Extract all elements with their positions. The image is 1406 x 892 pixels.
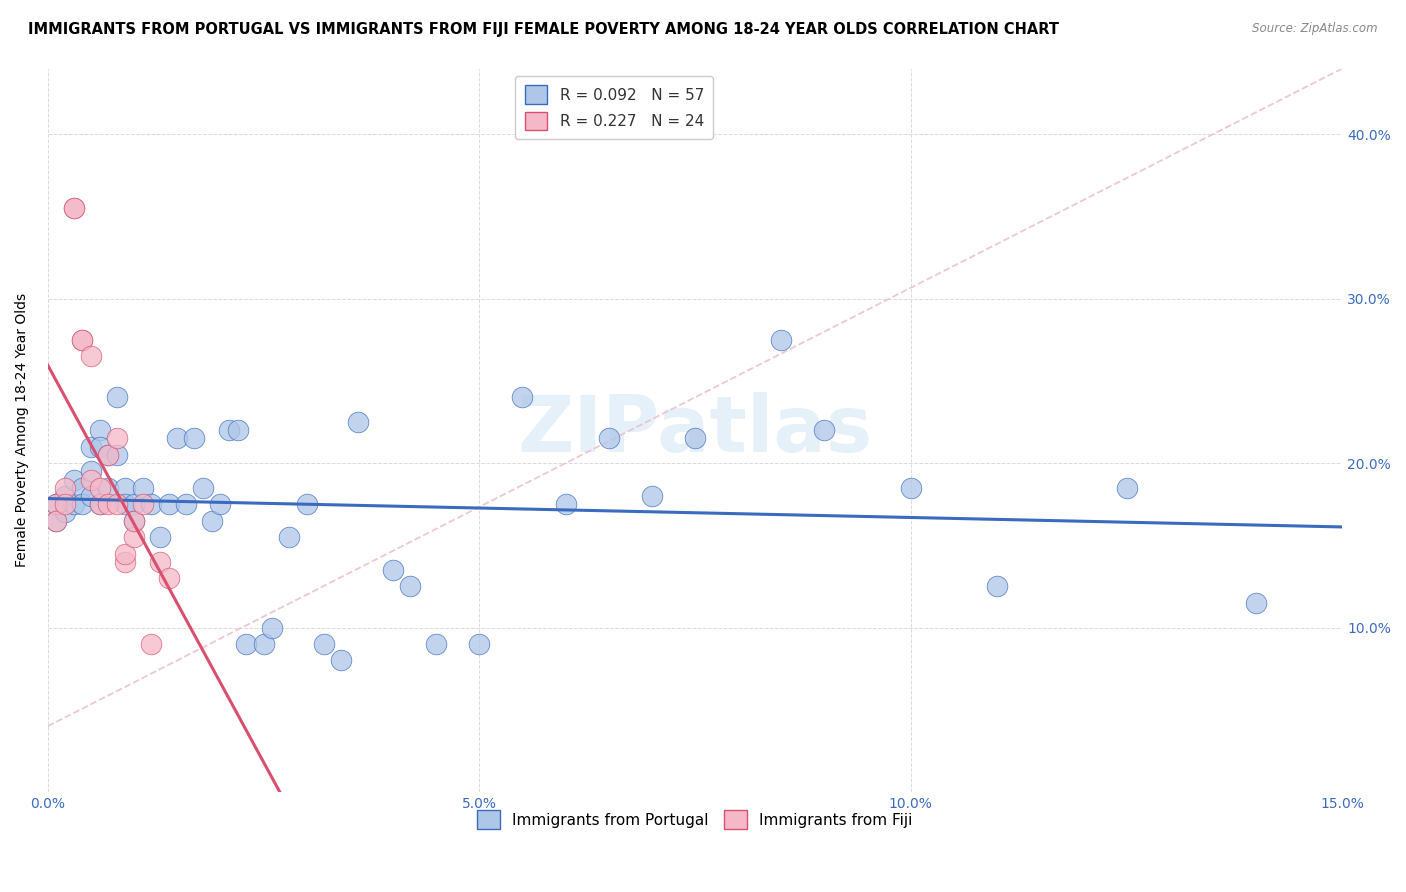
Point bbox=[97, 497, 120, 511]
Point bbox=[89, 440, 111, 454]
Point bbox=[209, 497, 232, 511]
Point bbox=[226, 423, 249, 437]
Point bbox=[770, 333, 793, 347]
Point bbox=[114, 555, 136, 569]
Point bbox=[278, 530, 301, 544]
Point bbox=[330, 653, 353, 667]
Point bbox=[641, 489, 664, 503]
Point bbox=[72, 333, 94, 347]
Point bbox=[468, 637, 491, 651]
Point bbox=[131, 497, 153, 511]
Y-axis label: Female Poverty Among 18-24 Year Olds: Female Poverty Among 18-24 Year Olds bbox=[15, 293, 30, 567]
Point bbox=[114, 497, 136, 511]
Point bbox=[105, 497, 128, 511]
Point bbox=[45, 497, 67, 511]
Text: Source: ZipAtlas.com: Source: ZipAtlas.com bbox=[1253, 22, 1378, 36]
Point bbox=[80, 473, 103, 487]
Point bbox=[183, 432, 205, 446]
Point bbox=[97, 481, 120, 495]
Point bbox=[813, 423, 835, 437]
Point bbox=[218, 423, 240, 437]
Point bbox=[53, 505, 76, 519]
Point bbox=[114, 481, 136, 495]
Point bbox=[89, 481, 111, 495]
Point bbox=[97, 448, 120, 462]
Point bbox=[295, 497, 318, 511]
Text: ZIPatlas: ZIPatlas bbox=[517, 392, 873, 468]
Point bbox=[89, 423, 111, 437]
Point bbox=[683, 432, 706, 446]
Point bbox=[141, 637, 163, 651]
Point bbox=[425, 637, 447, 651]
Point bbox=[72, 481, 94, 495]
Point bbox=[45, 514, 67, 528]
Point bbox=[62, 201, 84, 215]
Point bbox=[252, 637, 274, 651]
Point bbox=[53, 481, 76, 495]
Point bbox=[598, 432, 620, 446]
Point bbox=[45, 497, 67, 511]
Point bbox=[80, 464, 103, 478]
Point bbox=[80, 440, 103, 454]
Point bbox=[62, 201, 84, 215]
Point bbox=[122, 497, 145, 511]
Point bbox=[900, 481, 922, 495]
Point bbox=[149, 555, 172, 569]
Point bbox=[131, 481, 153, 495]
Point bbox=[512, 390, 534, 404]
Point bbox=[53, 489, 76, 503]
Point bbox=[1115, 481, 1137, 495]
Point bbox=[72, 333, 94, 347]
Point bbox=[122, 530, 145, 544]
Point bbox=[347, 415, 370, 429]
Legend: Immigrants from Portugal, Immigrants from Fiji: Immigrants from Portugal, Immigrants fro… bbox=[471, 804, 920, 835]
Point bbox=[174, 497, 197, 511]
Point bbox=[45, 514, 67, 528]
Text: IMMIGRANTS FROM PORTUGAL VS IMMIGRANTS FROM FIJI FEMALE POVERTY AMONG 18-24 YEAR: IMMIGRANTS FROM PORTUGAL VS IMMIGRANTS F… bbox=[28, 22, 1059, 37]
Point bbox=[986, 579, 1008, 593]
Point bbox=[89, 497, 111, 511]
Point bbox=[53, 497, 76, 511]
Point bbox=[166, 432, 188, 446]
Point bbox=[399, 579, 422, 593]
Point bbox=[105, 390, 128, 404]
Point bbox=[80, 349, 103, 363]
Point bbox=[201, 514, 224, 528]
Point bbox=[105, 448, 128, 462]
Point bbox=[149, 530, 172, 544]
Point bbox=[114, 547, 136, 561]
Point bbox=[312, 637, 335, 651]
Point bbox=[122, 514, 145, 528]
Point bbox=[554, 497, 576, 511]
Point bbox=[80, 489, 103, 503]
Point bbox=[72, 497, 94, 511]
Point bbox=[141, 497, 163, 511]
Point bbox=[235, 637, 257, 651]
Point bbox=[1244, 596, 1267, 610]
Point bbox=[89, 497, 111, 511]
Point bbox=[157, 497, 180, 511]
Point bbox=[97, 448, 120, 462]
Point bbox=[381, 563, 404, 577]
Point bbox=[122, 514, 145, 528]
Point bbox=[262, 621, 284, 635]
Point bbox=[62, 473, 84, 487]
Point bbox=[105, 432, 128, 446]
Point bbox=[157, 571, 180, 585]
Point bbox=[62, 497, 84, 511]
Point bbox=[191, 481, 214, 495]
